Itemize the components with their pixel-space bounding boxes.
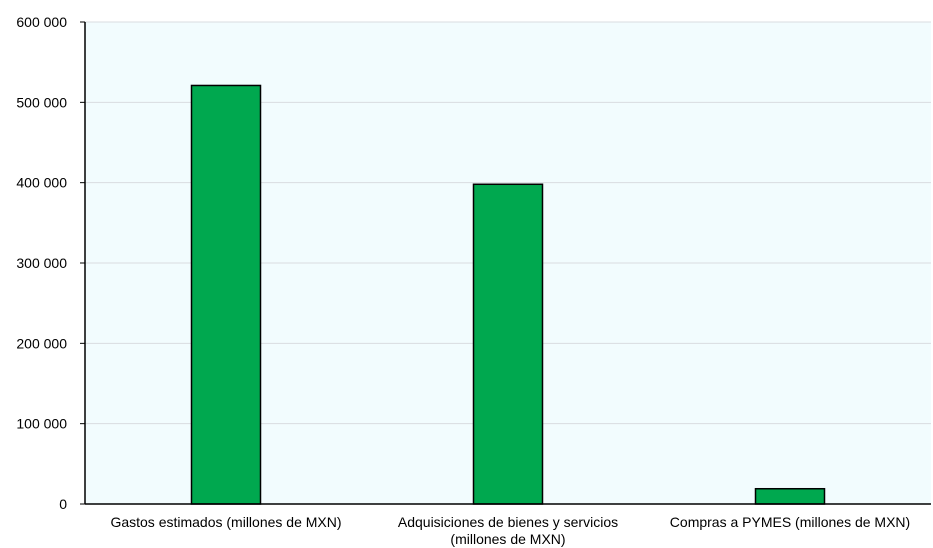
x-tick-labels: Gastos estimados (millones de MXN) Adquis…: [110, 514, 910, 547]
y-tick-labels: 0 100 000 200 000 300 000 400 000 500 000 600 …: [16, 14, 85, 512]
x-tick-label: Gastos estimados (millones de MXN): [110, 514, 341, 530]
y-tick-label: 600 000: [16, 14, 67, 30]
y-tick-label: 200 000: [16, 335, 67, 351]
y-tick-label: 300 000: [16, 255, 67, 271]
y-tick-label: 500 000: [16, 94, 67, 110]
bar: [190, 84, 262, 505]
x-tick-label: (millones de MXN): [450, 531, 565, 547]
bar: [754, 487, 826, 505]
y-tick-label: 400 000: [16, 175, 67, 191]
x-tick-label: Adquisiciones de bienes y servicios: [398, 514, 618, 530]
x-tick-label: Compras a PYMES (millones de MXN): [670, 514, 910, 530]
bars: [190, 84, 826, 505]
bar: [472, 183, 544, 505]
y-tick-label: 100 000: [16, 416, 67, 432]
y-tick-label: 0: [59, 496, 67, 512]
